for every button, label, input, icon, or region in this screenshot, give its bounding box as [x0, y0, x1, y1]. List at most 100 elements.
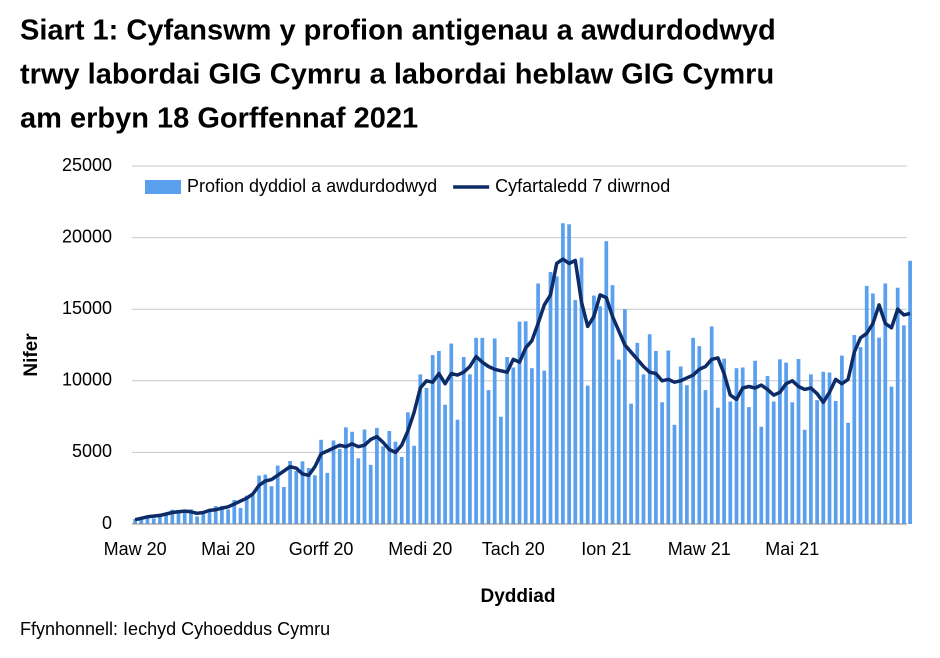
bar: [244, 495, 249, 524]
x-tick-label: Medi 20: [388, 539, 452, 559]
bar: [573, 300, 578, 524]
x-axis-label: Dyddiad: [481, 586, 556, 607]
bar: [660, 402, 664, 524]
bar: [846, 422, 850, 524]
bar: [654, 351, 658, 524]
bar: [461, 357, 466, 524]
bar: [796, 359, 801, 524]
bar: [424, 387, 429, 524]
bar: [635, 342, 640, 524]
bar: [722, 358, 726, 524]
bar: [833, 400, 838, 524]
bar: [418, 374, 423, 524]
bar: [716, 407, 720, 524]
bar: [176, 509, 181, 524]
bar: [753, 360, 757, 524]
bar: [195, 516, 199, 524]
bar: [368, 464, 373, 524]
bar: [158, 514, 162, 524]
bar: [449, 343, 454, 524]
x-tick-label: Ion 21: [581, 539, 631, 559]
bar: [220, 505, 224, 524]
bar: [437, 351, 441, 524]
bar: [300, 461, 305, 524]
bar: [523, 321, 528, 524]
bar: [226, 509, 230, 524]
bar: [548, 271, 553, 524]
legend-swatch: [145, 180, 181, 194]
bar: [412, 445, 416, 524]
bar: [517, 321, 522, 524]
bar: [133, 518, 137, 524]
legend-label: Profion dyddiol a awdurdodwyd: [187, 176, 437, 196]
x-tick-label: Mai 21: [765, 539, 819, 559]
bar: [344, 427, 348, 524]
y-tick-label: 25000: [62, 155, 112, 175]
bar: [827, 372, 832, 524]
bar: [672, 424, 677, 524]
bar: [164, 514, 168, 524]
bar: [356, 458, 361, 524]
line: [134, 257, 911, 522]
title-line: trwy labordai GIG Cymru a labordai hebla…: [20, 59, 774, 91]
bar: [319, 439, 323, 524]
bar: [313, 475, 317, 524]
bar: [877, 337, 881, 524]
bar: [257, 475, 261, 524]
y-axis-label: Nifer: [21, 333, 42, 377]
bar: [406, 412, 410, 524]
bar: [858, 347, 863, 524]
bar: [623, 309, 627, 524]
bar: [530, 368, 534, 524]
bar: [864, 285, 869, 524]
title-line: Siart 1: Cyfanswm y profion antigenau a …: [20, 15, 776, 47]
bar: [294, 471, 299, 524]
bar: [815, 400, 819, 524]
legend-label: Cyfartaledd 7 diwrnod: [495, 176, 670, 196]
bar: [492, 338, 497, 524]
bar: [399, 456, 404, 524]
bar: [139, 519, 144, 524]
bar: [282, 486, 286, 524]
bar: [585, 385, 590, 524]
bar: [771, 401, 776, 524]
bar: [697, 346, 702, 524]
bar: [275, 465, 280, 524]
bar: [251, 495, 255, 524]
bar: [908, 260, 912, 524]
bar: [709, 326, 714, 524]
title-line: am erbyn 18 Gorffennaf 2021: [20, 103, 418, 135]
bar: [691, 337, 695, 524]
y-tick-label: 15000: [62, 298, 112, 318]
bar: [189, 509, 193, 524]
y-tick-label: 10000: [62, 370, 112, 390]
bar: [269, 486, 274, 524]
y-tick-label: 5000: [72, 441, 112, 461]
bar: [375, 427, 379, 524]
source: Ffynhonnell: Iechyd Cyhoeddus Cymru: [20, 619, 330, 639]
x-tick-label: Gorff 20: [289, 539, 354, 559]
bar: [666, 350, 671, 524]
bar: [734, 368, 739, 524]
bar: [641, 374, 646, 524]
bar: [579, 257, 584, 524]
title: Siart 1: Cyfanswm y profion antigenau a …: [20, 15, 776, 135]
bar: [604, 241, 609, 524]
bar: [778, 359, 782, 524]
bar: [455, 419, 460, 524]
bar: [592, 295, 596, 524]
bar: [362, 429, 367, 524]
bar: [232, 499, 237, 524]
bar: [840, 355, 844, 524]
bar: [598, 306, 602, 524]
bar: [430, 355, 435, 524]
bar: [207, 511, 212, 524]
bar: [852, 334, 857, 524]
bar: [350, 431, 354, 524]
bar: [511, 367, 516, 524]
bar: [387, 430, 392, 524]
bar: [474, 337, 478, 524]
bar: [213, 506, 218, 524]
bar: [821, 371, 826, 524]
